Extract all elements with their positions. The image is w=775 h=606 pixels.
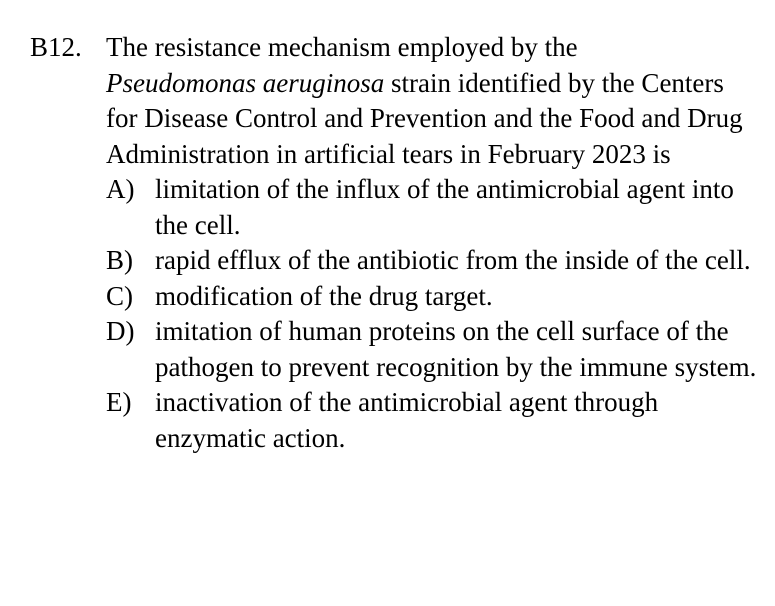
option-letter: B) — [106, 245, 133, 275]
option-text: limitation of the influx of the antimicr… — [155, 174, 734, 240]
option-letter: E) — [106, 387, 132, 417]
option-letter: A) — [106, 174, 135, 204]
option-text: inactivation of the antimicrobial agent … — [155, 387, 659, 453]
stem-text-after: strain identified by the Centers for Dis… — [106, 67, 743, 169]
option-text: imitation of human proteins on the cell … — [155, 316, 757, 382]
answer-options: A) limitation of the influx of the antim… — [106, 172, 760, 456]
option-text: rapid efflux of the antibiotic from the … — [155, 245, 751, 275]
option-c[interactable]: C) modification of the drug target. — [106, 279, 760, 315]
option-text: modification of the drug target. — [155, 280, 493, 311]
option-b[interactable]: B) rapid efflux of the antibiotic from t… — [106, 243, 760, 279]
option-e[interactable]: E) inactivation of the antimicrobial age… — [106, 385, 760, 456]
stem-text-before: The resistance mechanism employed by the — [106, 32, 578, 62]
question-body: The resistance mechanism employed by the… — [106, 30, 760, 456]
stem-italic-organism: Pseudomonas aeruginosa — [106, 67, 385, 98]
option-d[interactable]: D) imitation of human proteins on the ce… — [106, 314, 760, 385]
option-a[interactable]: A) limitation of the influx of the antim… — [106, 172, 760, 243]
question-row: B12. The resistance mechanism employed b… — [30, 30, 760, 456]
question-number: B12. — [30, 32, 82, 62]
question-stem: The resistance mechanism employed by the… — [106, 30, 760, 172]
question-block: B12. The resistance mechanism employed b… — [30, 30, 760, 456]
option-letter: D) — [106, 316, 135, 346]
option-letter: C) — [106, 280, 133, 311]
